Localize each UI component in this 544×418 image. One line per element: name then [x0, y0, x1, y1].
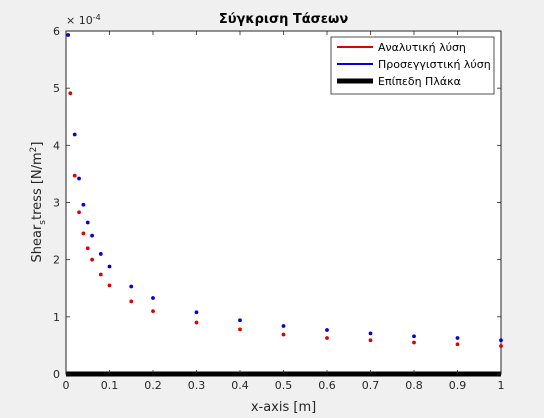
x-tick-label: 0.2	[144, 379, 162, 392]
data-point	[281, 324, 286, 328]
x-tick-label: 0.7	[362, 379, 380, 392]
x-tick-label: 0.4	[231, 379, 249, 392]
x-tick-label: 0.3	[188, 379, 206, 392]
x-tick-label: 0	[63, 379, 70, 392]
y-tick-label: 4	[53, 139, 60, 152]
data-point	[107, 264, 112, 269]
data-point	[129, 299, 134, 304]
data-point	[77, 210, 81, 215]
data-point	[325, 328, 329, 332]
data-point	[499, 338, 503, 343]
axis-exponent-base: × 10	[66, 14, 93, 27]
x-tick-label: 0.5	[275, 379, 293, 392]
y-tick-label: 3	[53, 197, 60, 210]
axis-exponent-power: -4	[93, 13, 101, 22]
y-axis-label-subscript: s	[38, 220, 48, 225]
data-point	[72, 173, 77, 178]
x-tick-label: 0.6	[318, 379, 336, 392]
data-point	[238, 318, 242, 323]
data-point	[98, 252, 103, 256]
legend[interactable]: Αναλυτική λύση Προσεγγιστική λύση Επίπεδη …	[330, 36, 495, 95]
data-point	[77, 176, 81, 181]
legend-label: Επίπεδη Πλάκα	[378, 75, 461, 88]
data-point	[151, 296, 155, 300]
data-point	[151, 309, 155, 314]
data-point	[194, 310, 199, 315]
data-point	[412, 340, 416, 345]
data-point	[68, 91, 73, 96]
data-point	[129, 284, 134, 289]
data-point	[499, 344, 503, 348]
series-1	[66, 33, 503, 343]
y-axis-label-superscript: 2	[29, 147, 39, 153]
data-point	[325, 336, 329, 340]
legend-items: Αναλυτική λύση Προσεγγιστική λύση Επίπεδη …	[337, 41, 491, 88]
y-tick-label: 0	[53, 368, 60, 381]
y-tick-label: 1	[53, 311, 60, 324]
y-axis-label-part: ]	[30, 141, 45, 146]
data-point	[90, 233, 94, 238]
legend-label: Προσεγγιστική λύση	[378, 58, 491, 71]
data-point	[72, 132, 77, 137]
data-point	[107, 283, 112, 288]
x-tick-label: 0.9	[449, 379, 467, 392]
data-point	[281, 332, 286, 337]
x-axis-ticks: 0 0.1 0.2 0.3 0.4 0.5 0.6 0.7 0.8 0.9 1	[63, 31, 505, 392]
data-point	[85, 246, 90, 251]
axis-exponent-label: × 10-4	[66, 13, 101, 27]
y-axis-ticks: 0 1 2 3 4 5 6	[53, 25, 501, 381]
data-point	[81, 231, 86, 236]
data-point	[412, 334, 416, 339]
data-point	[368, 331, 373, 336]
data-point	[455, 336, 460, 340]
x-tick-label: 0.8	[405, 379, 423, 392]
x-axis-label: x-axis [m]	[251, 400, 316, 415]
legend-label: Αναλυτική λύση	[378, 41, 466, 54]
y-tick-label: 6	[53, 25, 60, 38]
data-point	[238, 327, 242, 332]
data-point	[368, 338, 373, 343]
y-axis-label-part: tress [N/m	[30, 152, 45, 220]
y-tick-label: 5	[53, 82, 60, 95]
chart-title: Σύγκριση Τάσεων	[219, 12, 348, 27]
data-point	[81, 202, 86, 207]
y-axis-label: Shearstress [N/m2]	[29, 141, 48, 262]
data-point	[455, 342, 460, 347]
data-point	[98, 272, 103, 277]
data-point	[90, 257, 94, 262]
data-point	[66, 33, 71, 37]
y-axis-label-part: Shear	[30, 224, 45, 262]
x-tick-label: 1	[498, 379, 505, 392]
data-point	[85, 220, 90, 225]
y-tick-label: 2	[53, 254, 60, 267]
series-0	[68, 91, 503, 348]
x-tick-label: 0.1	[101, 379, 119, 392]
data-point	[194, 320, 199, 325]
